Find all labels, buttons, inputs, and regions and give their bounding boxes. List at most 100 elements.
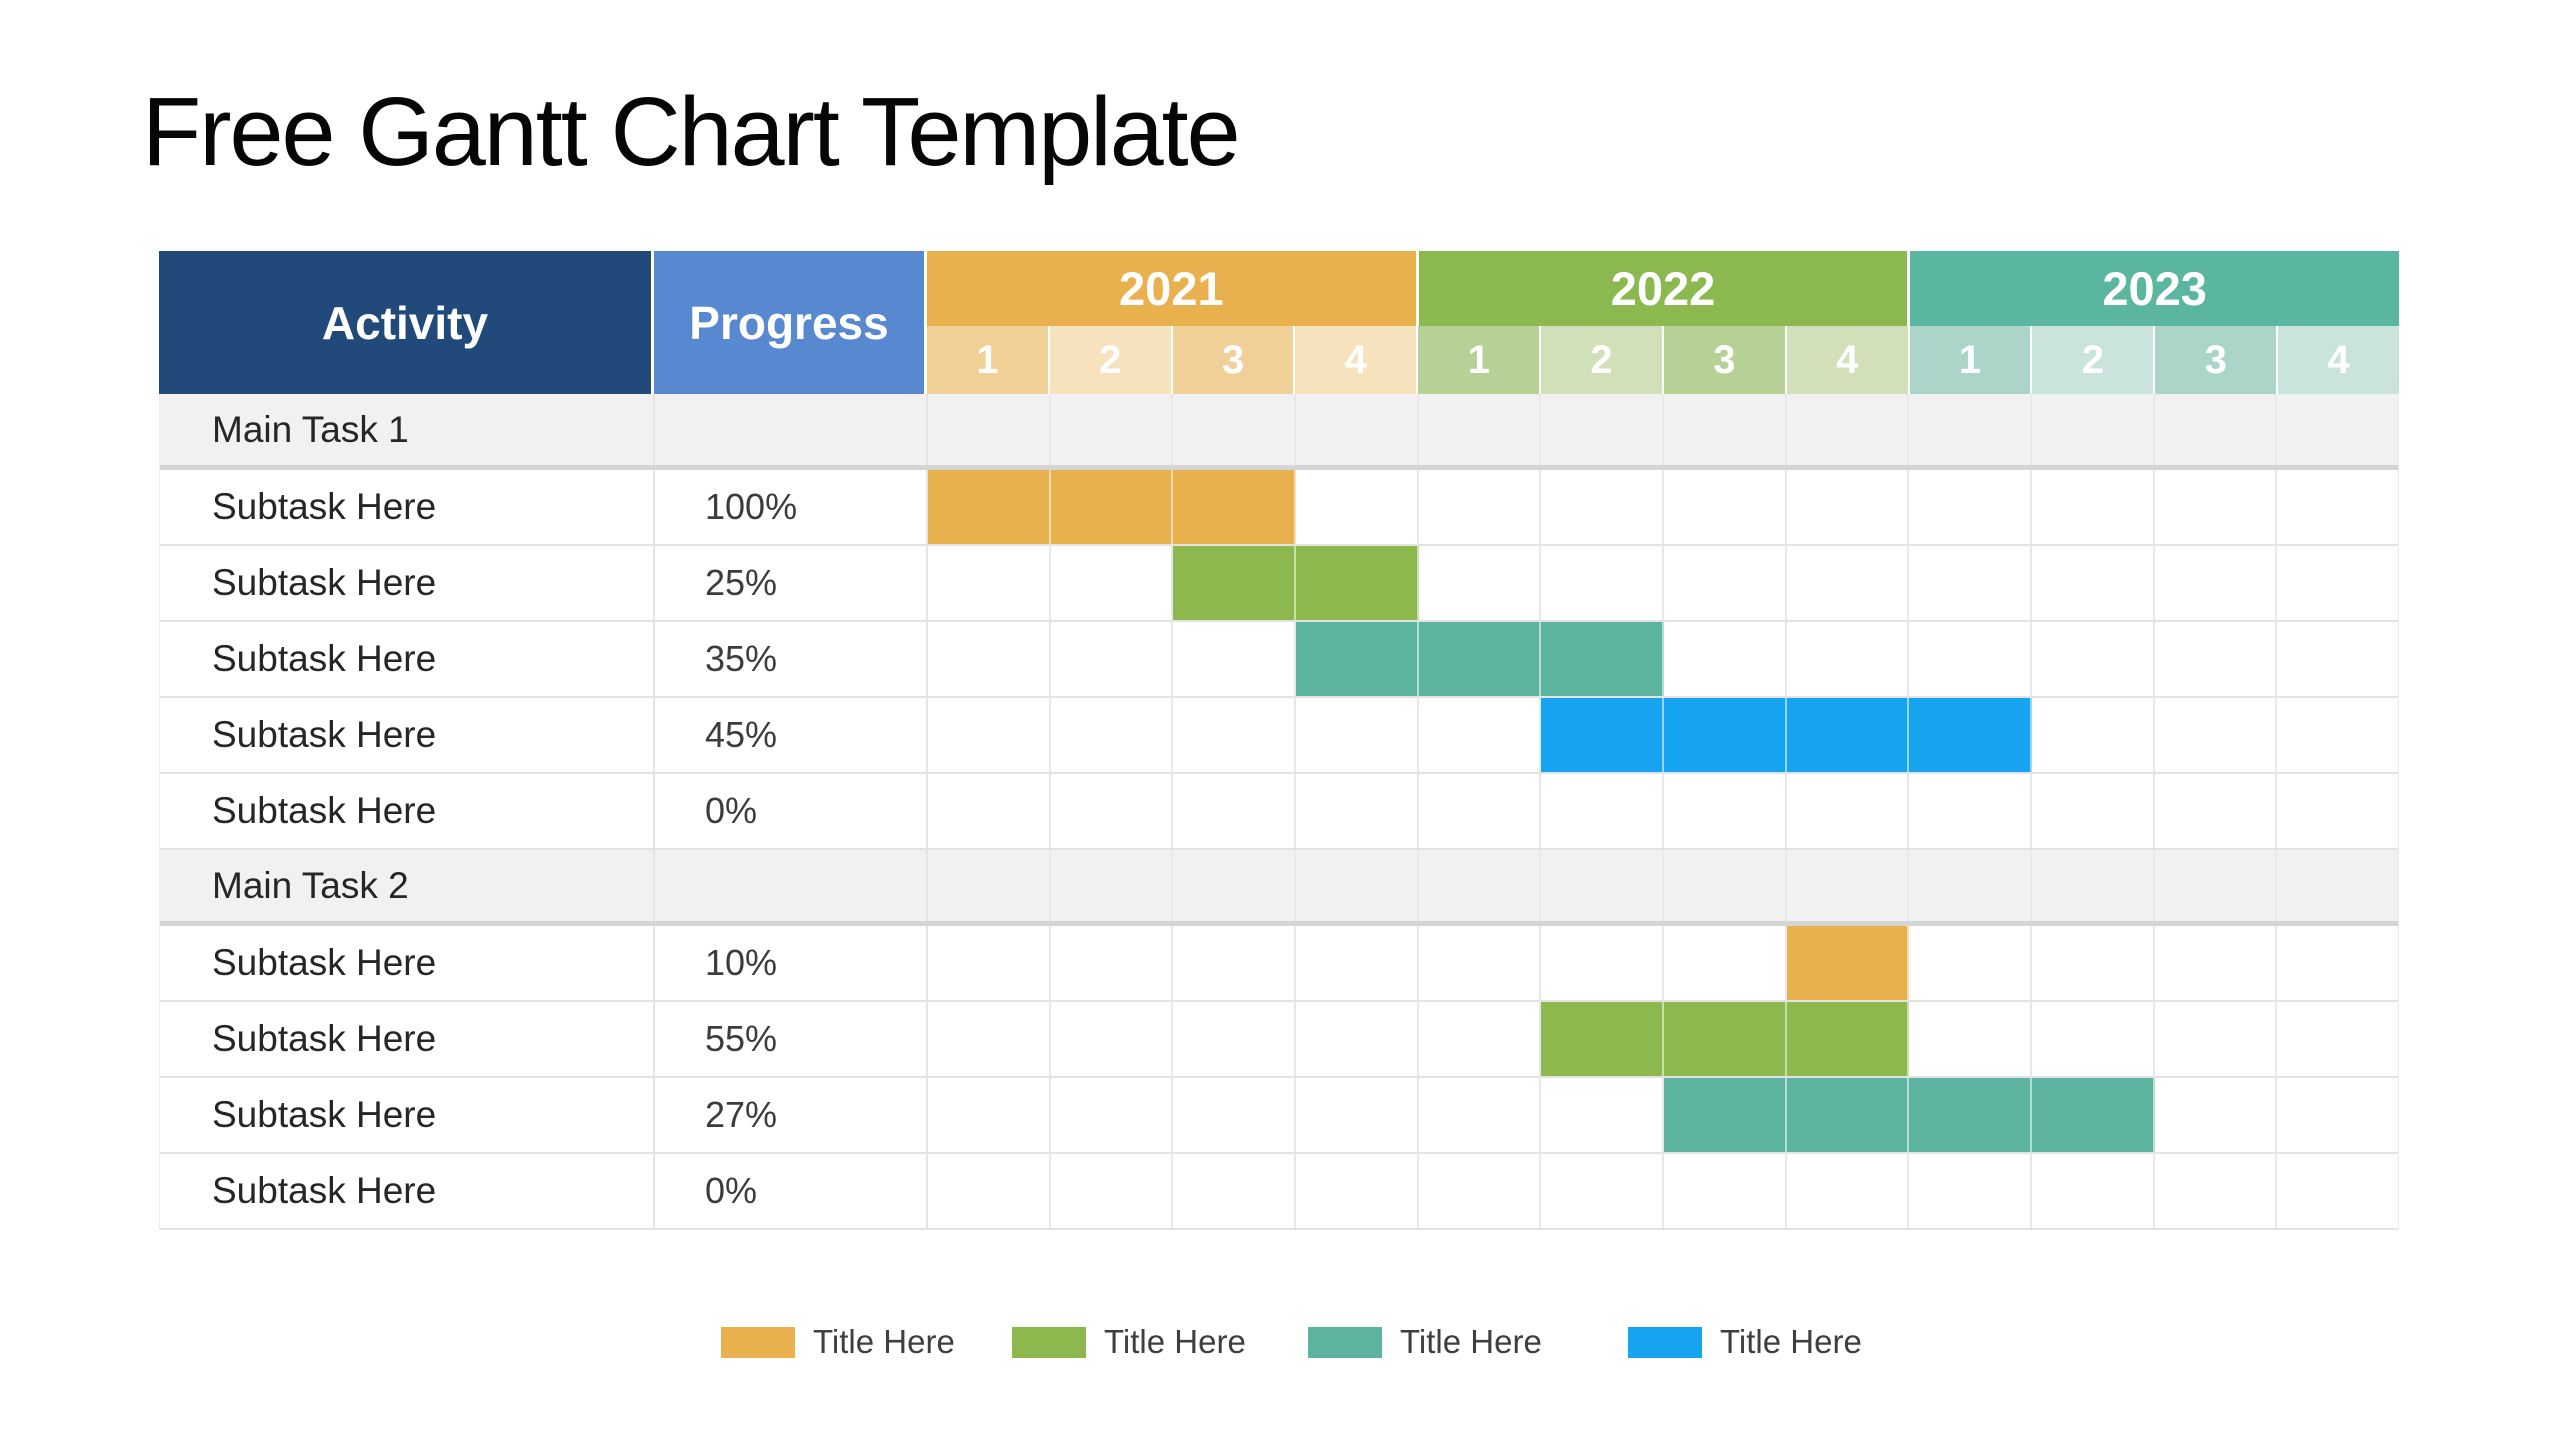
gantt-cell bbox=[2277, 622, 2398, 696]
gantt-cell bbox=[1173, 1078, 1297, 1152]
gantt-cell bbox=[1787, 774, 1910, 848]
quarter-header-2021-q4: 4 bbox=[1295, 326, 1419, 394]
gantt-cell bbox=[2032, 1154, 2155, 1228]
gantt-cell bbox=[1909, 1154, 2033, 1228]
gantt-cell bbox=[1419, 470, 1542, 544]
gantt-row-cells bbox=[928, 546, 2398, 620]
gantt-bar-cell bbox=[1786, 698, 1910, 772]
quarter-header-2021-q1: 1 bbox=[927, 326, 1050, 394]
gantt-cell bbox=[1296, 1078, 1419, 1152]
gantt-row-cells bbox=[928, 774, 2398, 848]
activity-cell: Subtask Here bbox=[160, 926, 655, 1000]
gantt-cell bbox=[1664, 926, 1787, 1000]
gantt-cell bbox=[928, 622, 1051, 696]
quarter-header-2023-q4: 4 bbox=[2278, 326, 2399, 394]
gantt-cell bbox=[1296, 774, 1419, 848]
gantt-cell bbox=[1909, 850, 2033, 921]
gantt-cell bbox=[1173, 1002, 1297, 1076]
activity-cell: Subtask Here bbox=[160, 1154, 655, 1228]
legend-swatch bbox=[1308, 1326, 1382, 1358]
gantt-row-cells bbox=[928, 1078, 2398, 1152]
gantt-row-cells bbox=[928, 850, 2398, 921]
activity-cell: Subtask Here bbox=[160, 774, 655, 848]
activity-cell: Subtask Here bbox=[160, 1002, 655, 1076]
gantt-cell bbox=[1664, 774, 1787, 848]
gantt-cell bbox=[928, 1002, 1051, 1076]
quarter-header-2022-q2: 2 bbox=[1541, 326, 1664, 394]
gantt-cell bbox=[1541, 850, 1665, 921]
progress-cell: 55% bbox=[655, 1002, 928, 1076]
progress-cell bbox=[655, 394, 928, 465]
gantt-cell bbox=[1909, 546, 2033, 620]
gantt-cell bbox=[1419, 1078, 1542, 1152]
task-row: Subtask Here 10% bbox=[160, 926, 2398, 1002]
activity-cell: Subtask Here bbox=[160, 470, 655, 544]
legend-label: Title Here bbox=[1104, 1323, 1246, 1360]
activity-cell: Subtask Here bbox=[160, 546, 655, 620]
gantt-cell bbox=[2277, 850, 2398, 921]
gantt-cell bbox=[1787, 850, 1910, 921]
activity-cell: Main Task 2 bbox=[160, 850, 655, 921]
gantt-cell bbox=[1296, 1154, 1419, 1228]
gantt-cell bbox=[1909, 622, 2033, 696]
gantt-bar-cell bbox=[2032, 1078, 2155, 1152]
gantt-cell bbox=[2277, 774, 2398, 848]
gantt-cell bbox=[2277, 698, 2398, 772]
gantt-row-cells bbox=[928, 394, 2398, 465]
task-row: Subtask Here 0% bbox=[160, 1154, 2398, 1230]
gantt-cell bbox=[1051, 394, 1174, 465]
gantt-cell bbox=[1664, 394, 1787, 465]
gantt-cell bbox=[1173, 926, 1297, 1000]
gantt-bar-cell bbox=[1541, 698, 1665, 772]
table-header: Activity Progress 2021 2022 2023 1 2 3 4 1 2 3 4 1 2… bbox=[159, 251, 2400, 394]
gantt-cell bbox=[1051, 622, 1174, 696]
gantt-cell bbox=[1909, 394, 2033, 465]
gantt-cell bbox=[2155, 1154, 2278, 1228]
gantt-cell bbox=[1051, 1078, 1174, 1152]
section-row: Main Task 1 bbox=[160, 394, 2398, 470]
legend-item: Title Here bbox=[1012, 1323, 1246, 1361]
gantt-bar-cell bbox=[1541, 1002, 1665, 1076]
legend-label: Title Here bbox=[1720, 1323, 1862, 1360]
gantt-cell bbox=[1664, 470, 1787, 544]
timeline-header: 2021 2022 2023 1 2 3 4 1 2 3 4 1 2 3 4 bbox=[927, 251, 2400, 394]
gantt-cell bbox=[2277, 470, 2398, 544]
gantt-row-cells bbox=[928, 622, 2398, 696]
gantt-row-cells bbox=[928, 470, 2398, 544]
quarter-header-2022-q4: 4 bbox=[1786, 326, 1910, 394]
gantt-cell bbox=[1419, 1154, 1542, 1228]
table-body: Main Task 1 Subtask Here 100% Subtask Here 2… bbox=[159, 394, 2399, 1230]
gantt-cell bbox=[1787, 470, 1910, 544]
quarter-header-2023-q1: 1 bbox=[1909, 326, 2033, 394]
gantt-bar-cell bbox=[1664, 1002, 1787, 1076]
gantt-bar-cell bbox=[1050, 470, 1174, 544]
legend-item: Title Here bbox=[721, 1323, 955, 1361]
gantt-bar-cell bbox=[928, 470, 1051, 544]
gantt-cell bbox=[1419, 850, 1542, 921]
gantt-cell bbox=[2155, 470, 2278, 544]
gantt-cell bbox=[2032, 1002, 2155, 1076]
gantt-bar-cell bbox=[1909, 1078, 2033, 1152]
gantt-cell bbox=[1173, 1154, 1297, 1228]
gantt-cell bbox=[1664, 850, 1787, 921]
gantt-cell bbox=[1787, 622, 1910, 696]
gantt-cell bbox=[1541, 394, 1665, 465]
progress-cell: 0% bbox=[655, 774, 928, 848]
gantt-cell bbox=[1541, 470, 1665, 544]
gantt-cell bbox=[1296, 850, 1419, 921]
gantt-cell bbox=[1419, 926, 1542, 1000]
gantt-row-cells bbox=[928, 926, 2398, 1000]
gantt-cell bbox=[2277, 546, 2398, 620]
progress-cell: 25% bbox=[655, 546, 928, 620]
gantt-cell bbox=[1051, 1002, 1174, 1076]
gantt-cell bbox=[928, 774, 1051, 848]
gantt-cell bbox=[2155, 926, 2278, 1000]
gantt-table: Activity Progress 2021 2022 2023 1 2 3 4 1 2 3 4 1 2… bbox=[159, 251, 2400, 1230]
gantt-cell bbox=[2155, 546, 2278, 620]
column-header-activity: Activity bbox=[159, 251, 654, 394]
gantt-cell bbox=[1419, 698, 1542, 772]
legend-item: Title Here bbox=[1628, 1323, 1862, 1361]
gantt-bar-cell bbox=[1786, 1078, 1910, 1152]
gantt-cell bbox=[1296, 394, 1419, 465]
